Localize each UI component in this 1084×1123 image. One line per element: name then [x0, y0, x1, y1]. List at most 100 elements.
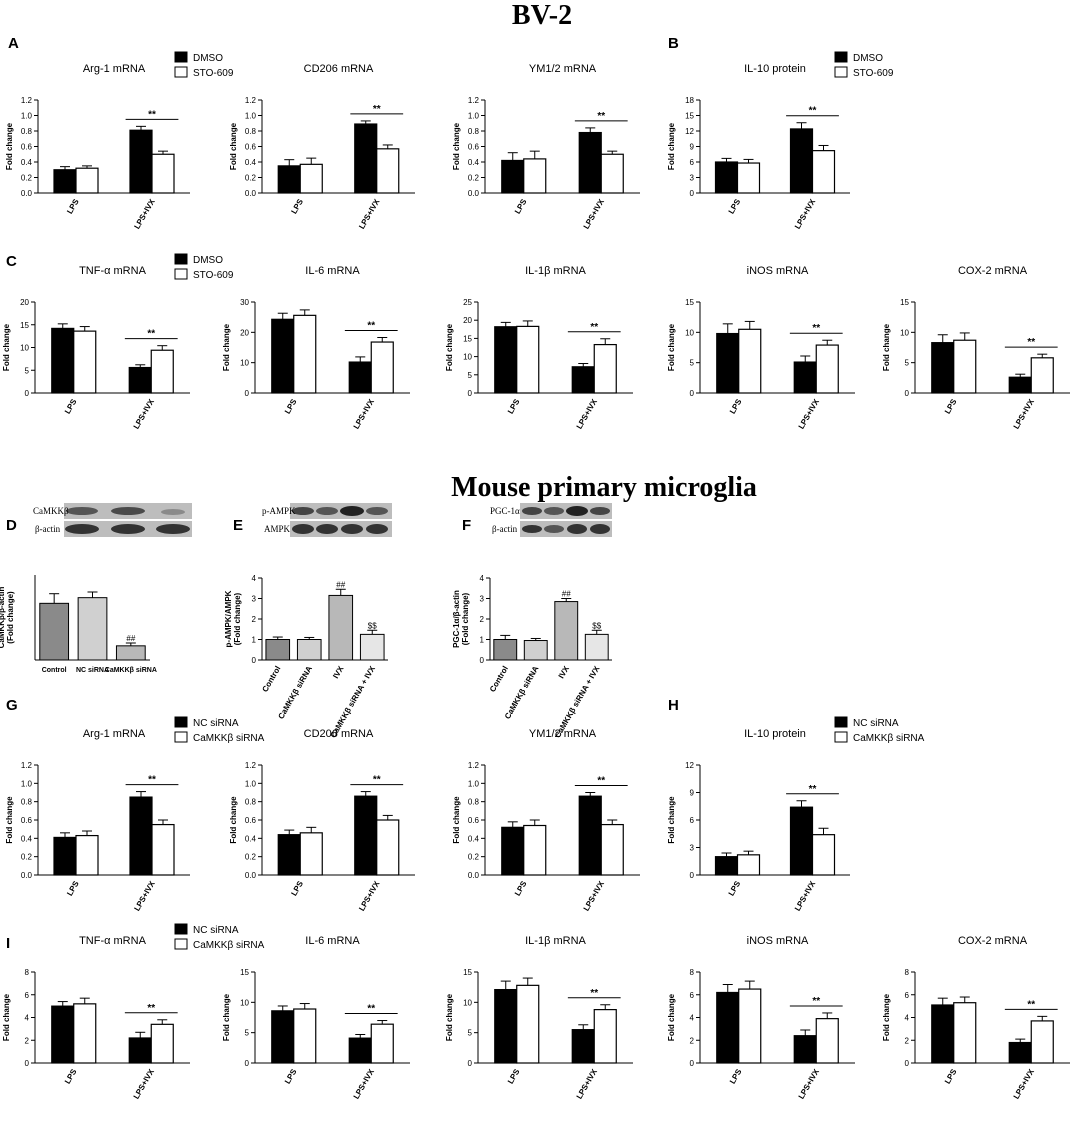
- band: [366, 524, 388, 534]
- y-tick-label: 8: [25, 968, 30, 977]
- legend-swatch: [174, 938, 188, 950]
- y-tick-label: 0.6: [468, 816, 480, 825]
- significance-label: **: [367, 320, 375, 331]
- bar: [931, 342, 955, 394]
- y-axis-label: (Fold change): [6, 591, 15, 644]
- chart-title: IL-1β mRNA: [525, 935, 586, 947]
- y-tick-label: 0.8: [245, 127, 257, 136]
- bar: [53, 169, 77, 194]
- bar: [571, 366, 595, 394]
- y-tick-label: 10: [463, 998, 472, 1007]
- y-axis-label: Fold change: [2, 323, 11, 371]
- y-tick-label: 2: [905, 1036, 910, 1045]
- x-tick-label: LPS+IVX: [132, 1067, 157, 1101]
- y-tick-label: 6: [690, 816, 695, 825]
- blot-label: CaMKKβ: [33, 506, 69, 516]
- x-tick-label: LPS+IVX: [575, 1067, 600, 1101]
- bar: [600, 153, 624, 194]
- significance-label: **: [590, 322, 598, 333]
- bar: [516, 325, 540, 394]
- y-tick-label: 1.2: [468, 761, 480, 770]
- x-tick-label: LPS: [506, 397, 522, 416]
- legend-swatch: [174, 253, 188, 265]
- significance-label: **: [367, 1004, 375, 1015]
- x-tick-label: Control: [42, 667, 67, 674]
- y-tick-label: 0: [25, 1059, 30, 1068]
- x-tick-label: LPS: [513, 197, 529, 216]
- band: [590, 524, 610, 534]
- y-tick-label: 0.6: [245, 816, 257, 825]
- bar-marker: $$: [592, 621, 601, 630]
- y-tick-label: 6: [905, 991, 910, 1000]
- y-tick-label: 0.6: [21, 143, 33, 152]
- x-tick-label: LPS+IVX: [797, 1067, 822, 1101]
- y-tick-label: 25: [463, 298, 472, 307]
- x-tick-label: IVX: [331, 664, 346, 680]
- bar: [953, 339, 977, 394]
- bar: [376, 148, 400, 194]
- legend-label: DMSO: [193, 255, 223, 266]
- y-axis-label: Fold change: [667, 993, 676, 1041]
- band: [340, 506, 364, 516]
- band: [111, 507, 145, 515]
- y-tick-label: 0: [690, 189, 695, 198]
- y-tick-label: 5: [468, 1029, 473, 1038]
- legend-label: DMSO: [853, 53, 883, 64]
- y-tick-label: 0.4: [21, 158, 33, 167]
- y-tick-label: 1.0: [21, 779, 33, 788]
- bar: [523, 824, 547, 876]
- band: [566, 506, 588, 516]
- band: [522, 507, 542, 515]
- band: [366, 507, 388, 515]
- y-tick-label: 1.0: [468, 112, 480, 121]
- y-tick-label: 0: [905, 1059, 910, 1068]
- blot-d: CaMKKβ β-actin: [33, 503, 192, 537]
- band: [341, 524, 363, 534]
- bar: [811, 150, 836, 194]
- chart-title: COX-2 mRNA: [958, 265, 1028, 277]
- bar-marker: $$: [368, 621, 377, 630]
- band: [66, 507, 98, 515]
- bar: [265, 639, 291, 661]
- y-tick-label: 0: [690, 389, 695, 398]
- x-tick-label: NC siRNA: [76, 667, 109, 674]
- y-tick-label: 15: [685, 298, 694, 307]
- legend-swatch: [174, 716, 188, 728]
- y-tick-label: 10: [463, 353, 472, 362]
- blot-label: PGC-1α: [490, 506, 520, 516]
- y-tick-label: 6: [690, 991, 695, 1000]
- y-axis-label: Fold change: [667, 796, 676, 844]
- x-tick-label: LPS: [727, 197, 743, 216]
- y-tick-label: 0.8: [21, 798, 33, 807]
- bar: [150, 1023, 174, 1064]
- y-tick-label: 3: [252, 595, 257, 604]
- y-axis-label: Fold change: [445, 993, 454, 1041]
- y-tick-label: 1.0: [245, 779, 257, 788]
- y-axis-label: p-AMPK/AMPK: [224, 590, 233, 647]
- chart-title: iNOS mRNA: [747, 935, 809, 947]
- band: [567, 524, 587, 534]
- y-tick-label: 4: [905, 1014, 910, 1023]
- bar: [736, 854, 761, 876]
- x-tick-label: LPS: [289, 879, 305, 898]
- bar: [584, 633, 609, 661]
- y-tick-label: 12: [685, 127, 694, 136]
- significance-label: **: [373, 775, 381, 786]
- y-tick-label: 0: [480, 656, 485, 665]
- x-tick-label: LPS: [63, 397, 79, 416]
- y-tick-label: 0.8: [468, 127, 480, 136]
- panel-letter: I: [6, 935, 10, 952]
- legend-swatch: [174, 923, 188, 935]
- x-tick-label: LPS: [728, 1067, 744, 1086]
- significance-label: **: [148, 775, 156, 786]
- y-tick-label: 0: [468, 1059, 473, 1068]
- x-tick-label: LPS: [943, 397, 959, 416]
- bar: [75, 834, 99, 876]
- bar: [931, 1004, 955, 1064]
- x-tick-label: LPS: [283, 1067, 299, 1086]
- x-tick-label: LPS+IVX: [132, 879, 157, 913]
- y-tick-label: 2: [25, 1036, 30, 1045]
- chart-title: YM1/2 mRNA: [529, 728, 597, 740]
- y-tick-label: 3: [480, 595, 485, 604]
